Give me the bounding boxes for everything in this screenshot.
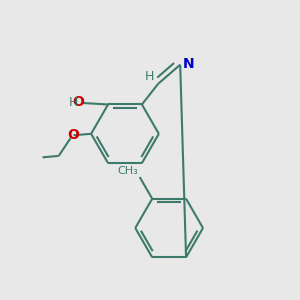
Text: H: H	[144, 70, 154, 83]
Text: CH₃: CH₃	[118, 166, 138, 176]
Text: O: O	[72, 95, 84, 110]
Text: O: O	[68, 128, 80, 142]
Text: H: H	[68, 96, 78, 109]
Text: N: N	[182, 57, 194, 71]
